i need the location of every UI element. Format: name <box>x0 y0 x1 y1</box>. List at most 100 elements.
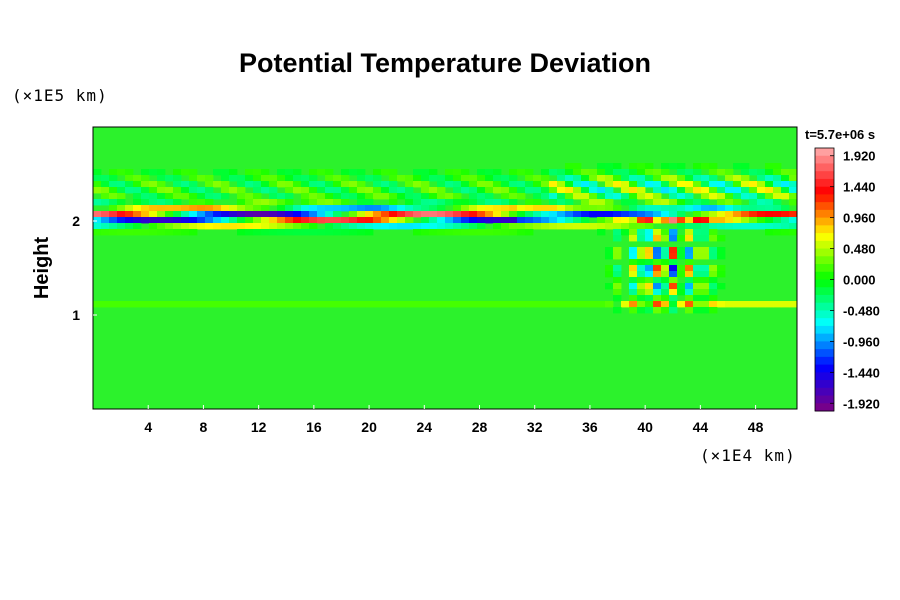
field-cell <box>693 283 702 290</box>
field-cell <box>453 181 462 188</box>
field-cell <box>645 265 654 272</box>
field-cell <box>709 175 718 182</box>
field-cell <box>141 229 150 236</box>
field-cell <box>165 175 174 182</box>
field-cell <box>221 205 230 212</box>
field-cell <box>629 205 638 212</box>
field-cell <box>653 283 662 290</box>
field-cell <box>669 235 678 242</box>
field-cell <box>101 187 110 194</box>
field-cell <box>349 193 358 200</box>
field-cell <box>189 211 198 218</box>
field-cell <box>125 229 134 236</box>
field-cell <box>117 211 126 218</box>
field-cell <box>205 199 214 206</box>
field-cell <box>749 187 758 194</box>
field-cell <box>749 211 758 218</box>
field-cell <box>605 181 614 188</box>
field-cell <box>349 187 358 194</box>
field-cell <box>605 175 614 182</box>
field-cell <box>733 223 742 230</box>
field-cell <box>741 301 750 308</box>
field-cell <box>357 211 366 218</box>
field-cell <box>589 199 598 206</box>
field-cell <box>413 223 422 230</box>
field-cell <box>269 301 278 308</box>
x-unit-label: (×1E4 km) <box>700 446 796 465</box>
colorbar-swatch <box>815 186 834 195</box>
field-cell <box>173 181 182 188</box>
field-cell <box>709 205 718 212</box>
field-cell <box>717 223 726 230</box>
field-cell <box>677 265 686 272</box>
field-cell <box>165 193 174 200</box>
field-cell <box>373 205 382 212</box>
field-cell <box>325 223 334 230</box>
field-cell <box>453 301 462 308</box>
field-cell <box>597 193 606 200</box>
field-cell <box>405 199 414 206</box>
colorbar-tick-label: -1.920 <box>843 396 880 411</box>
field-cell <box>669 193 678 200</box>
field-cell <box>141 199 150 206</box>
colorbar-swatch <box>815 403 834 412</box>
field-cell <box>309 187 318 194</box>
field-cell <box>733 211 742 218</box>
field-cell <box>717 187 726 194</box>
field-cell <box>333 301 342 308</box>
field-cell <box>605 301 614 308</box>
field-cell <box>645 163 654 170</box>
field-cell <box>621 181 630 188</box>
field-cell <box>189 193 198 200</box>
field-cell <box>677 169 686 176</box>
field-cell <box>501 205 510 212</box>
x-tick-label: 48 <box>748 419 764 435</box>
field-cell <box>661 307 670 314</box>
y-tick-label: 1 <box>72 307 80 323</box>
field-cell <box>653 175 662 182</box>
field-cell <box>253 169 262 176</box>
field-cell <box>189 169 198 176</box>
field-cell <box>573 187 582 194</box>
colorbar-tick-label: 0.480 <box>843 242 876 257</box>
field-cell <box>365 229 374 236</box>
field-cell <box>173 229 182 236</box>
field-cell <box>525 223 534 230</box>
field-cell <box>125 301 134 308</box>
field-cell <box>413 169 422 176</box>
field-cell <box>605 271 614 278</box>
field-cell <box>437 187 446 194</box>
field-cell <box>557 181 566 188</box>
field-cell <box>693 277 702 284</box>
field-cell <box>149 211 158 218</box>
field-cell <box>93 301 102 308</box>
field-cell <box>269 229 278 236</box>
field-cell <box>501 199 510 206</box>
colorbar-swatch <box>815 171 834 180</box>
field-cell <box>789 301 798 308</box>
field-cell <box>405 301 414 308</box>
field-cell <box>685 307 694 314</box>
field-cell <box>637 229 646 236</box>
field-cell <box>661 205 670 212</box>
field-cell <box>629 223 638 230</box>
field-cell <box>317 217 326 224</box>
field-cell <box>677 217 686 224</box>
field-cell <box>773 175 782 182</box>
field-cell <box>445 169 454 176</box>
field-cell <box>301 187 310 194</box>
field-cell <box>205 193 214 200</box>
field-cell <box>613 205 622 212</box>
field-cell <box>589 205 598 212</box>
field-cell <box>669 205 678 212</box>
field-cell <box>253 193 262 200</box>
field-cell <box>341 169 350 176</box>
field-cell <box>333 211 342 218</box>
field-cell <box>509 301 518 308</box>
field-cell <box>453 169 462 176</box>
field-cell <box>117 187 126 194</box>
field-cell <box>669 301 678 308</box>
field-cell <box>541 217 550 224</box>
x-tick-label: 16 <box>306 419 322 435</box>
field-cell <box>301 175 310 182</box>
